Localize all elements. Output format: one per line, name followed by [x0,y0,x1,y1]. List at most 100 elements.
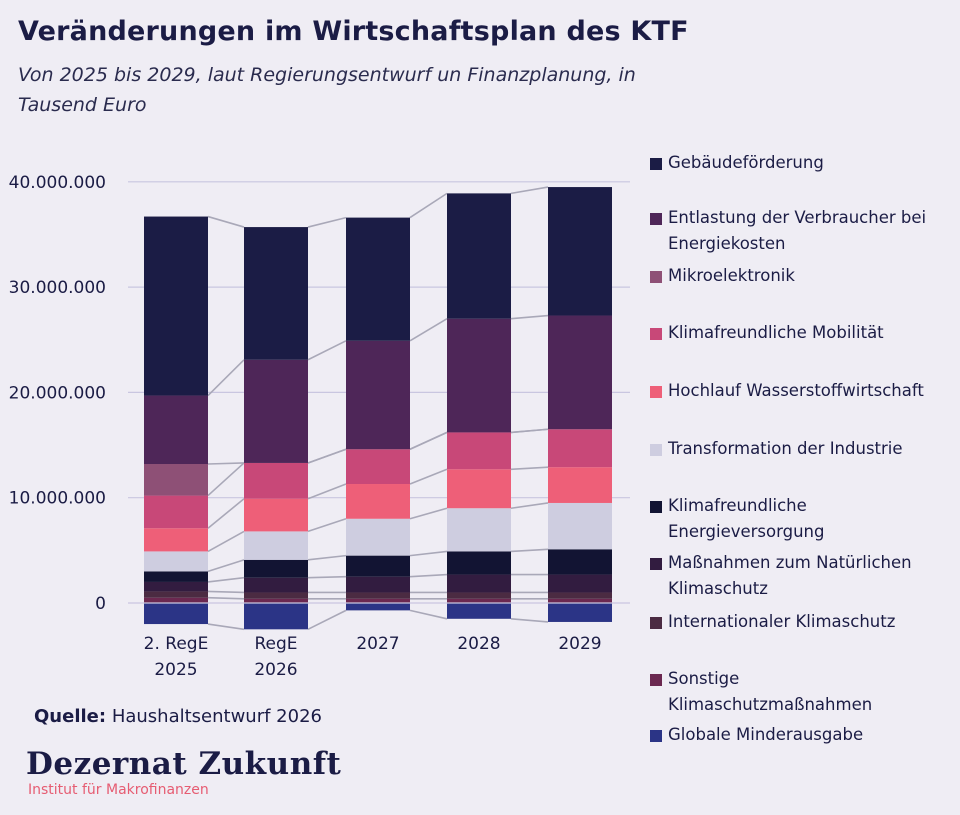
y-tick-label: 10.000.000 [9,489,106,509]
bar-segment [144,395,208,465]
connector-line [510,466,549,471]
legend-swatch [650,158,662,170]
connector-line [409,609,448,620]
connector-line [207,498,245,529]
legend-label: Globale Minderausgabe [668,725,864,744]
bar-segment [548,467,612,503]
connector-line [307,448,347,464]
connector-line [207,590,245,594]
x-tick-label: RegE 2026 [254,634,297,680]
bar-segment [244,603,308,630]
bar-segment [144,597,208,603]
bar-segment [346,449,410,485]
legend-item: Internationaler Klimaschutz [648,609,948,635]
brand-tagline: Institut für Makrofinanzen [28,782,209,798]
connector-line [409,318,448,342]
legend-label: Klimafreundliche Energieversorgung [668,496,825,541]
bar-segment [144,464,208,496]
brand-logo: Dezernat Zukunft [26,746,342,782]
legend-label: Transformation der Industrie [668,439,903,458]
bar-segment [447,469,511,509]
legend-item: Sonstige Klimaschutzmaßnahmen [648,666,948,718]
connector-line [409,550,448,557]
connector-line [307,518,347,533]
bar-segment [244,577,308,593]
bar-segment [548,592,612,599]
connector-line [307,575,347,579]
bar-segment [144,603,208,625]
legend-item: Mikroelektronik [648,263,948,289]
legend-label: Gebäudeförderung [668,153,824,172]
legend-item: Globale Minderausgabe [648,722,948,748]
legend-item: Maßnahmen zum Natürlichen Klimaschutz [648,550,948,602]
x-tick-label: 2029 [558,634,601,654]
bar-segment [548,574,612,593]
y-tick-label: 30.000.000 [9,278,106,298]
bar-segment [346,592,410,599]
bar-segment [244,592,308,599]
bar-segment [447,193,511,319]
bar-segment [144,216,208,396]
legend-label: Internationaler Klimaschutz [668,612,896,631]
bar-segment [144,495,208,529]
connector-line [207,462,245,465]
legend-swatch [650,730,662,742]
bar-segment [346,518,410,556]
legend-item: Gebäudeförderung [648,150,948,176]
bar-segment [548,315,612,430]
connector-line [409,573,448,578]
connector-line [207,215,245,228]
legend-swatch [650,444,662,456]
legend-swatch [650,271,662,283]
legend-swatch [650,328,662,340]
bar-segment [244,227,308,360]
bar-segment [244,559,308,578]
bar-segment [346,598,410,603]
legend-swatch [650,558,662,570]
connector-line [307,483,347,500]
legend-label: Mikroelektronik [668,266,795,285]
bar-segment [548,598,612,603]
connector-line [510,617,549,623]
source-note: Quelle: Haushaltsentwurf 2026 [34,706,322,727]
bar-segment [346,340,410,450]
legend-item: Hochlauf Wasserstoffwirtschaft [648,378,948,404]
legend-item: Klimafreundliche Mobilität [648,320,948,346]
bar-segment [447,603,511,619]
connector-line [307,554,347,561]
bar-segment [244,462,308,499]
connector-line [409,468,448,485]
connector-line [307,340,347,361]
legend-swatch [650,501,662,513]
bar-segment [447,592,511,599]
bar-segment [548,187,612,316]
bar-segment [447,551,511,575]
connector-line [510,428,549,434]
bar-segment [144,551,208,572]
stacked-bar-chart: 0 10.000.000 20.000.000 30.000.000 40.000.00… [9,173,630,680]
bar-segment [244,598,308,603]
connector-line [207,530,245,553]
connector-line [510,186,549,195]
bar-segment [244,531,308,560]
bar-segment [346,555,410,577]
y-tick-label: 40.000.000 [9,173,106,193]
connector-line [207,559,245,573]
connector-line [307,609,347,631]
bar-segment [346,217,410,341]
legend-item: Transformation der Industrie [648,436,948,462]
y-tick-label: 20.000.000 [9,383,106,403]
chart-subtitle: Von 2025 bis 2029, laut Regierungsentwur… [18,64,636,116]
legend-label: Hochlauf Wasserstoffwirtschaft [668,381,924,400]
bar-segment [346,576,410,593]
bar-segment [244,359,308,463]
bar-segment [447,598,511,603]
connector-line [510,314,549,320]
connector-line [307,216,347,228]
bar-segment [548,429,612,468]
bar-segment [548,603,612,622]
legend-swatch [650,213,662,225]
bar-segment [548,502,612,550]
connector-line [207,623,245,631]
connector-line [409,192,448,219]
